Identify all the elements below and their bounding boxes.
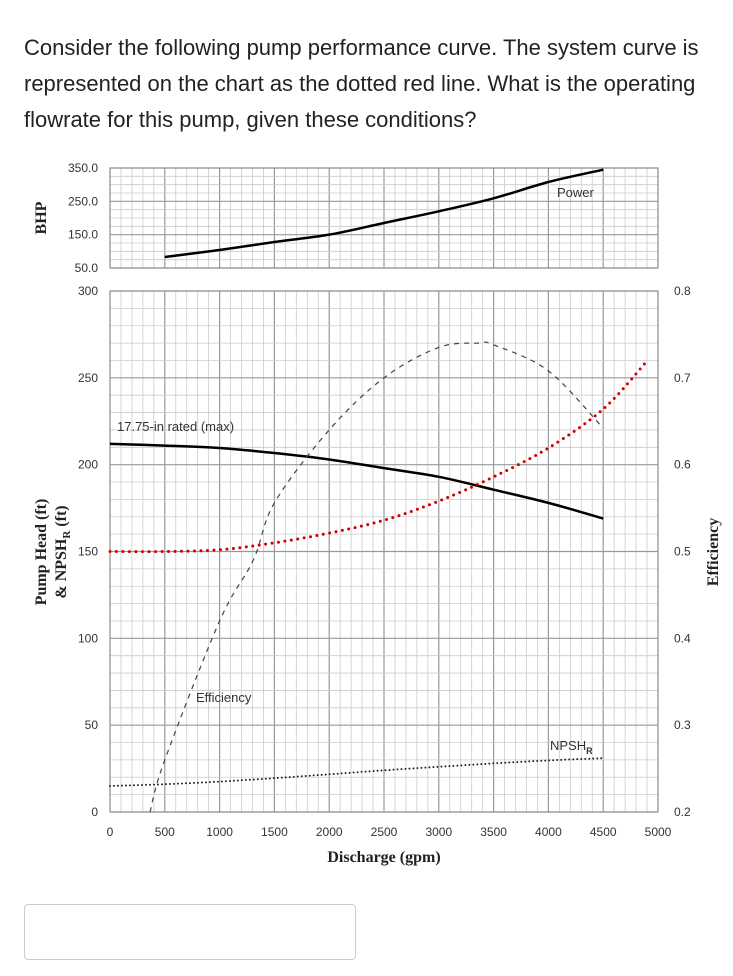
npsh-axis-label: & NPSHR (ft) (53, 505, 73, 598)
bhp-tick-label: 250.0 (68, 194, 98, 208)
series-line-0 (109, 442, 604, 520)
discharge-tick-label: 2000 (316, 825, 343, 839)
efficiency-axis-label: Efficiency (705, 518, 722, 586)
series-line-3 (109, 757, 605, 787)
bhp-grid (109, 167, 659, 269)
discharge-tick-label: 0 (107, 825, 114, 839)
discharge-tick-label: 5000 (645, 825, 672, 839)
discharge-tick-label: 3000 (425, 825, 452, 839)
bhp-tick-label: 150.0 (68, 228, 98, 242)
efficiency-tick-label: 0.4 (674, 631, 691, 645)
series-line-power (164, 168, 604, 259)
npsh-curve-label-subscript: R (586, 746, 593, 756)
power-curve-label: Power (557, 185, 595, 200)
efficiency-tick-label: 0.7 (674, 371, 691, 385)
head-axis-label: Pump Head (ft) (33, 499, 50, 606)
npsh-axis-label-unit: (ft) (53, 505, 70, 530)
bhp-tick-label: 50.0 (75, 261, 99, 275)
discharge-tick-label: 500 (155, 825, 175, 839)
plot-frame (109, 167, 659, 269)
discharge-tick-label: 3500 (480, 825, 507, 839)
discharge-tick-label: 1000 (206, 825, 233, 839)
efficiency-tick-label: 0.5 (674, 545, 691, 559)
head-tick-label: 200 (78, 458, 98, 472)
head-tick-label: 150 (78, 545, 98, 559)
head-tick-label: 50 (85, 718, 99, 732)
discharge-axis-label: Discharge (gpm) (327, 849, 440, 866)
head-tick-label: 0 (91, 805, 98, 819)
head-curve-label: 17.75-in rated (max) (117, 419, 234, 434)
head-tick-label: 250 (78, 371, 98, 385)
efficiency-tick-label: 0.8 (674, 284, 691, 298)
efficiency-tick-label: 0.2 (674, 805, 691, 819)
bhp-axis-label: BHP (33, 201, 50, 234)
bhp-tick-label: 350.0 (68, 161, 98, 175)
efficiency-tick-label: 0.3 (674, 718, 691, 732)
curves (108, 168, 647, 813)
head-tick-label: 100 (78, 631, 98, 645)
efficiency-tick-label: 0.6 (674, 458, 691, 472)
discharge-tick-label: 2500 (371, 825, 398, 839)
discharge-tick-label: 1500 (261, 825, 288, 839)
efficiency-curve-label: Efficiency (196, 690, 252, 705)
npsh-curve-label-main: NPSH (550, 738, 586, 753)
head-grid (109, 290, 659, 813)
series-line-2 (149, 341, 604, 813)
npsh-axis-label-main: & NPSH (53, 538, 70, 599)
tick-labels: 350.0250.0150.050.03002502001501005000.8… (68, 161, 691, 839)
npsh-axis-label-subscript: R (61, 530, 73, 539)
answer-input[interactable] (24, 904, 356, 960)
discharge-tick-label: 4500 (590, 825, 617, 839)
head-tick-label: 300 (78, 284, 98, 298)
question-text: Consider the following pump performance … (24, 35, 699, 132)
discharge-tick-label: 4000 (535, 825, 562, 839)
npsh-curve-label: NPSHR (550, 738, 593, 756)
pump-performance-chart: 350.0250.0150.050.03002502001501005000.8… (33, 161, 722, 866)
series-line-1 (108, 361, 647, 554)
